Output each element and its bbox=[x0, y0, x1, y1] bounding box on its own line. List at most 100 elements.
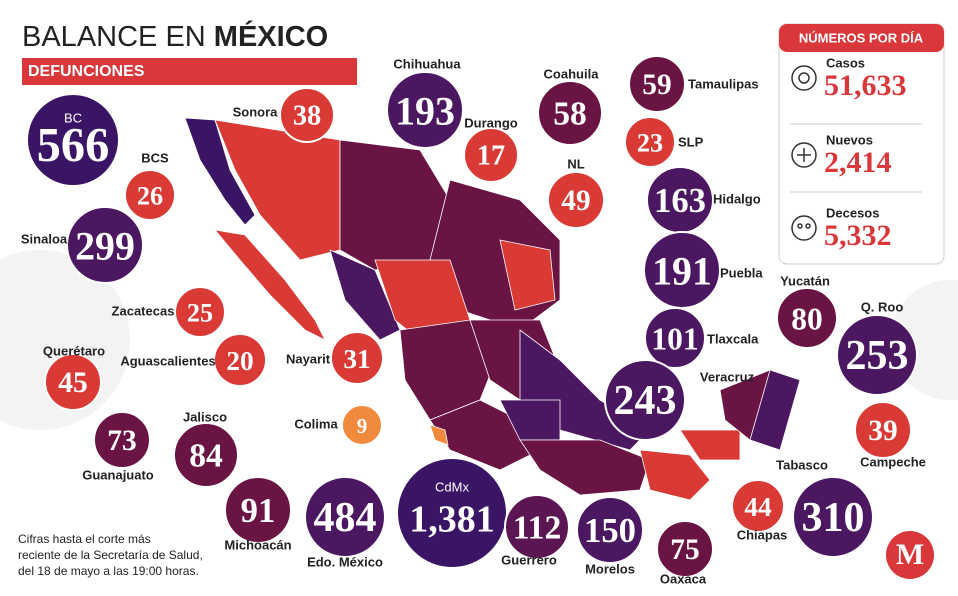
state-value: 38 bbox=[293, 101, 321, 132]
state-circle bbox=[504, 494, 570, 560]
state-name: Chiapas bbox=[737, 527, 788, 542]
state-name: Edo. México bbox=[307, 554, 383, 569]
state-value: 150 bbox=[584, 512, 636, 550]
state-circle bbox=[604, 359, 686, 441]
state-value: 1,381 bbox=[409, 499, 495, 541]
state-circle bbox=[386, 71, 464, 149]
state-value: 58 bbox=[553, 96, 587, 133]
state-name: Coahuila bbox=[544, 66, 600, 81]
state-value: 310 bbox=[802, 495, 865, 541]
footnote: reciente de la Secretaría de Salud, bbox=[18, 548, 203, 562]
state-value: 75 bbox=[670, 534, 699, 566]
state-value: 193 bbox=[395, 89, 455, 134]
title-bold: MÉXICO bbox=[214, 19, 328, 53]
state-name: Michoacán bbox=[224, 537, 291, 552]
state-value: 566 bbox=[37, 119, 109, 172]
state-value: 112 bbox=[513, 510, 562, 547]
summary-label: Casos bbox=[826, 55, 865, 70]
state-circle bbox=[304, 476, 386, 558]
state-name: Sonora bbox=[233, 104, 279, 119]
state-name: Tamaulipas bbox=[688, 76, 759, 91]
state-name: Hidalgo bbox=[713, 191, 761, 206]
state-name: BCS bbox=[141, 150, 169, 165]
state-value: 44 bbox=[744, 492, 772, 522]
state-circle bbox=[213, 333, 267, 387]
footnote: del 18 de mayo a las 19:00 horas. bbox=[18, 564, 199, 578]
summary-header bbox=[779, 24, 944, 52]
map bbox=[184, 117, 801, 501]
state-value: 45 bbox=[58, 367, 87, 399]
state-name: Guerrero bbox=[501, 552, 557, 567]
logo bbox=[886, 531, 934, 579]
summary-value: 5,332 bbox=[824, 219, 892, 252]
state-value: 26 bbox=[137, 182, 163, 211]
state-circle bbox=[26, 93, 120, 187]
state-value: 299 bbox=[75, 224, 135, 269]
state-value: 253 bbox=[846, 333, 909, 379]
state-name: NL bbox=[567, 156, 584, 171]
state-circle bbox=[66, 206, 144, 284]
state-name: Nayarit bbox=[286, 351, 331, 366]
state-value: 484 bbox=[314, 495, 377, 541]
summary-icons bbox=[791, 65, 817, 241]
state-value: 31 bbox=[343, 344, 370, 374]
state-value: 73 bbox=[107, 425, 136, 457]
state-circle bbox=[547, 171, 605, 229]
state-name: Tabasco bbox=[776, 457, 828, 472]
state-circle bbox=[644, 307, 706, 369]
state-name: SLP bbox=[678, 134, 704, 149]
state-circle bbox=[624, 116, 676, 168]
subtitle-bar bbox=[22, 58, 357, 85]
state-circle bbox=[341, 404, 383, 446]
state-name: Veracruz bbox=[700, 369, 755, 384]
state-value: 39 bbox=[868, 415, 897, 447]
state-circle bbox=[124, 169, 176, 221]
state-value: 84 bbox=[189, 438, 223, 475]
state-name: Oaxaca bbox=[660, 571, 707, 586]
state-circle bbox=[279, 87, 335, 143]
state-name: CdMx bbox=[435, 480, 469, 495]
state-circle bbox=[224, 476, 292, 544]
state-name: Jalisco bbox=[183, 409, 227, 424]
state-circle bbox=[854, 401, 912, 459]
state-value: 23 bbox=[637, 129, 663, 158]
state-name: Campeche bbox=[860, 454, 926, 469]
state-circle bbox=[463, 127, 519, 183]
summary-label: Decesos bbox=[826, 205, 879, 220]
state-circle bbox=[173, 422, 239, 488]
state-circle bbox=[44, 353, 102, 411]
state-name: Morelos bbox=[585, 561, 635, 576]
subtitle: DEFUNCIONES bbox=[28, 63, 145, 80]
state-value: 25 bbox=[187, 299, 213, 328]
title: BALANCE EN MÉXICO bbox=[22, 19, 328, 53]
state-circle bbox=[576, 496, 644, 564]
summary-label: Nuevos bbox=[826, 132, 873, 147]
state-circle bbox=[93, 411, 151, 469]
footnote: Cifras hasta el corte más bbox=[18, 532, 151, 546]
title-part: BALANCE EN bbox=[22, 21, 214, 53]
state-name: Colima bbox=[294, 416, 338, 431]
logo-text: M bbox=[896, 538, 924, 571]
state-name: BC bbox=[64, 111, 82, 126]
state-circle bbox=[656, 520, 714, 578]
state-circle bbox=[776, 287, 838, 349]
state-name: Zacatecas bbox=[112, 303, 175, 318]
state-value: 20 bbox=[226, 346, 253, 376]
summary-title: NÚMEROS POR DÍA bbox=[799, 30, 924, 45]
state-circle bbox=[792, 476, 874, 558]
state-circle bbox=[836, 314, 918, 396]
state-value: 163 bbox=[654, 182, 706, 220]
state-name: Tlaxcala bbox=[707, 331, 759, 346]
state-circle bbox=[330, 331, 384, 385]
state-name: Aguascalientes bbox=[120, 353, 215, 368]
summary-value: 2,414 bbox=[824, 146, 892, 179]
state-value: 80 bbox=[791, 302, 823, 337]
state-value: 101 bbox=[651, 322, 698, 357]
state-circle bbox=[396, 457, 508, 569]
summary-value: 51,633 bbox=[824, 69, 907, 102]
state-value: 9 bbox=[357, 414, 368, 438]
state-name: Chihuahua bbox=[393, 56, 461, 71]
state-name: Guanajuato bbox=[82, 467, 154, 482]
state-circle bbox=[537, 80, 603, 146]
